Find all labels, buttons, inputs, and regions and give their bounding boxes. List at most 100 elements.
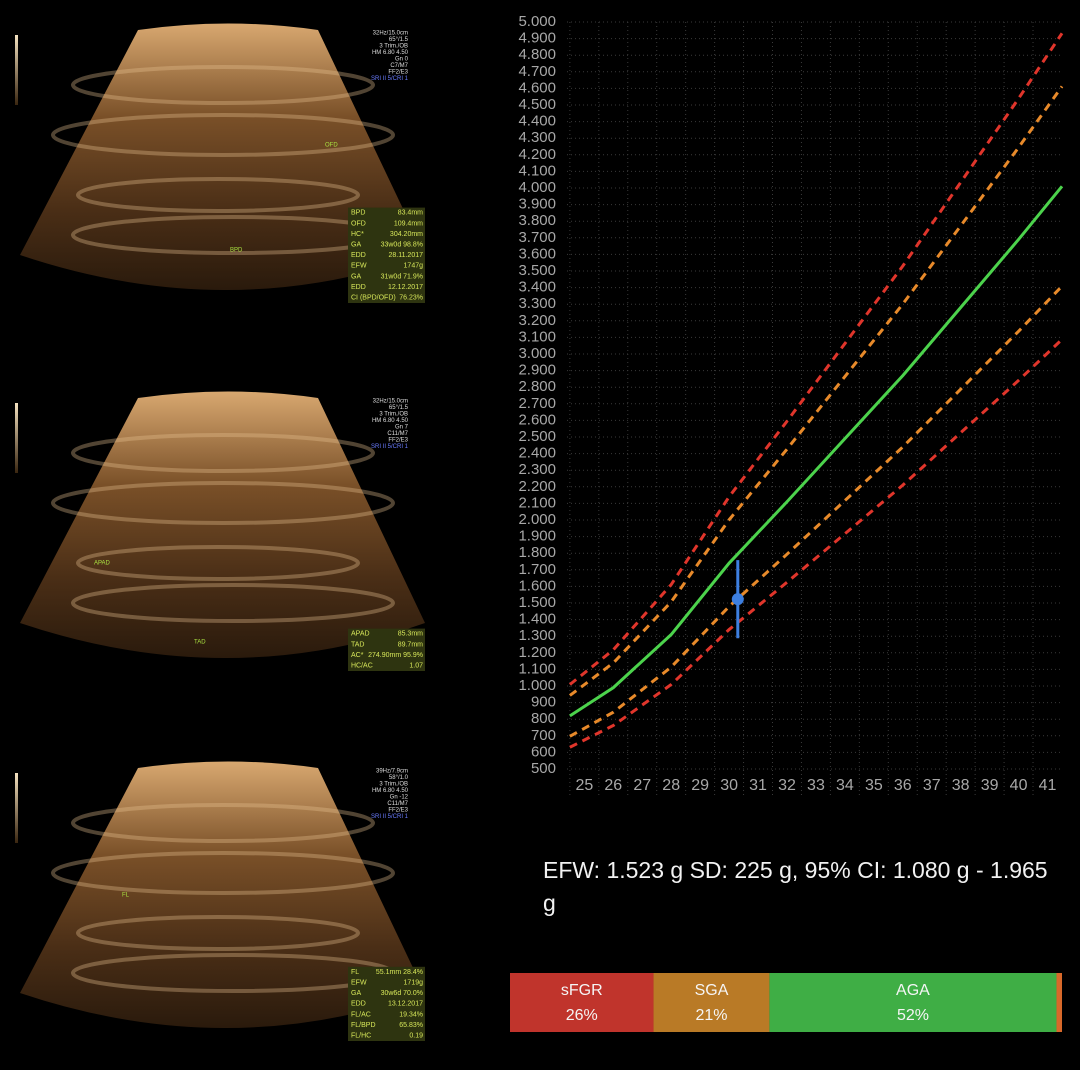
tissue-echo — [71, 803, 375, 843]
efw-summary: EFW: 1.523 g SD: 225 g, 95% CI: 1.080 g … — [543, 857, 1048, 916]
tissue-echo — [51, 481, 395, 525]
tissue-echo — [71, 433, 375, 473]
tissue-echo — [76, 915, 360, 951]
y-tick-label: 4.900 — [518, 30, 556, 47]
risk-category: AGA — [896, 982, 930, 999]
risk-segment — [769, 973, 1057, 1032]
measure-value: 304.20mm — [390, 231, 423, 238]
measurement-box — [348, 966, 425, 1041]
scan-setting: C11/M7 — [387, 801, 408, 807]
measure-value: 30w6d 70.0% — [381, 990, 423, 997]
y-tick-label: 3.200 — [518, 312, 556, 329]
x-tick-label: 31 — [749, 777, 767, 794]
y-tick-label: 600 — [531, 743, 556, 760]
measure-label: EDD — [351, 252, 366, 259]
x-tick-label: 36 — [894, 777, 912, 794]
caliper-label: TAD — [194, 640, 206, 646]
tissue-echo — [76, 177, 360, 213]
measure-value: 89.7mm — [398, 641, 423, 648]
y-tick-label: 2.400 — [518, 445, 556, 462]
y-tick-label: 1.300 — [518, 627, 556, 644]
scan-setting: 3 Trim./OB — [379, 782, 408, 788]
measure-value: 65.83% — [399, 1022, 423, 1029]
risk-segment — [653, 973, 770, 1032]
measure-label: OFD — [351, 220, 366, 227]
measure-value: 0.19 — [409, 1033, 423, 1040]
y-tick-label: 1.100 — [518, 660, 556, 677]
scan-setting: FF2/E3 — [388, 808, 408, 814]
measure-label: EDD — [351, 1001, 366, 1008]
x-tick-label: 41 — [1039, 777, 1057, 794]
y-tick-label: 4.000 — [518, 179, 556, 196]
x-tick-label: 34 — [836, 777, 854, 794]
measure-label: CI (BPD/OFD) — [351, 295, 396, 302]
y-tick-label: 4.600 — [518, 79, 556, 96]
y-tick-label: 1.500 — [518, 594, 556, 611]
x-tick-label: 30 — [720, 777, 738, 794]
scan-setting: Gn 0 — [395, 57, 409, 63]
scan-setting: SRI II 5/CRI 1 — [371, 814, 409, 820]
measure-label: GA — [351, 990, 361, 997]
y-tick-label: 3.900 — [518, 196, 556, 213]
y-tick-label: 1.800 — [518, 544, 556, 561]
scan-setting: Gn -12 — [390, 795, 409, 801]
risk-value: 21% — [695, 1007, 727, 1024]
measure-label: FL — [351, 969, 359, 976]
measure-label: GA — [351, 273, 361, 280]
y-tick-label: 2.800 — [518, 378, 556, 395]
tissue-echo — [76, 545, 360, 581]
y-tick-label: 1.400 — [518, 611, 556, 628]
y-tick-label: 3.400 — [518, 279, 556, 296]
caliper-label: OFD — [325, 143, 338, 149]
measure-value: 13.12.2017 — [388, 1001, 423, 1008]
measure-label: EFW — [351, 980, 367, 987]
y-tick-label: 2.900 — [518, 362, 556, 379]
y-tick-label: 500 — [531, 760, 556, 777]
measure-label: EFW — [351, 263, 367, 270]
y-tick-label: 3.100 — [518, 328, 556, 345]
percentile-line — [569, 185, 1064, 718]
percentile-line — [568, 85, 1064, 697]
tissue-echo — [51, 851, 395, 895]
scan-setting: SRI II 5/CRI 1 — [371, 76, 409, 82]
scan-setting: 32Hz/15.0cm — [373, 399, 408, 405]
x-tick-label: 27 — [633, 777, 651, 794]
scan-setting: 39Hz/7.9cm — [376, 769, 408, 775]
risk-segment — [510, 973, 654, 1032]
y-tick-label: 800 — [531, 710, 556, 727]
scan-setting: 32Hz/15.0cm — [373, 31, 408, 37]
y-tick-label: 2.100 — [518, 494, 556, 511]
measure-value: 28.11.2017 — [388, 252, 423, 259]
scan-setting: 58°/1.0 — [389, 775, 409, 781]
caliper-label: FL — [122, 893, 130, 899]
measure-label: HC* — [351, 231, 364, 238]
measure-value: 55.1mm 28.4% — [376, 969, 423, 976]
scan-setting: 3 Trim./OB — [379, 412, 408, 418]
x-tick-label: 39 — [981, 777, 999, 794]
measure-label: HC/AC — [351, 663, 373, 670]
scan-setting: HM 6.80 4.50 — [372, 50, 409, 56]
efw-point — [731, 593, 744, 606]
x-tick-label: 37 — [923, 777, 941, 794]
y-tick-label: 2.600 — [518, 411, 556, 428]
scan-setting: HM 6.80 4.50 — [372, 788, 409, 794]
measure-label: FL/BPD — [351, 1022, 376, 1029]
x-tick-label: 38 — [952, 777, 970, 794]
y-tick-label: 1.200 — [518, 644, 556, 661]
y-tick-label: 2.000 — [518, 511, 556, 528]
scan-setting: HM 6.80 4.50 — [372, 418, 409, 424]
percentile-line — [569, 285, 1064, 738]
y-tick-label: 2.200 — [518, 478, 556, 495]
y-tick-label: 5.000 — [518, 13, 556, 30]
measure-label: FL/HC — [351, 1033, 371, 1040]
percentile-line — [568, 32, 1064, 686]
scan-setting: 65°/1.5 — [389, 405, 409, 411]
measure-value: 85.3mm — [398, 631, 423, 638]
y-tick-label: 4.500 — [518, 96, 556, 113]
ultrasound-fan — [20, 23, 425, 290]
caliper-label: APAD — [94, 561, 111, 567]
x-tick-label: 32 — [778, 777, 796, 794]
measure-value: 83.4mm — [398, 210, 423, 217]
